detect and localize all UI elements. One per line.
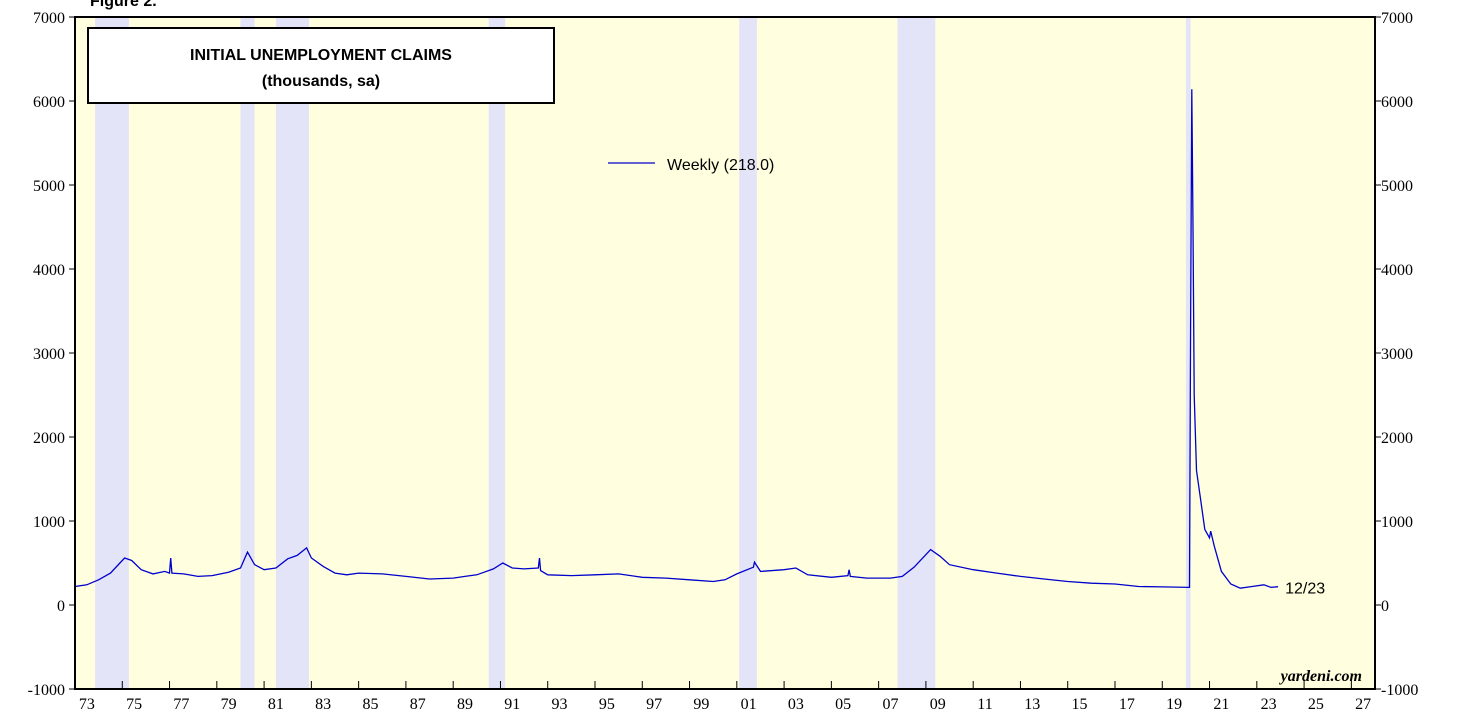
x-tick-label: 95 — [599, 696, 615, 713]
x-tick-label: 77 — [173, 696, 189, 713]
recession-band — [240, 17, 255, 689]
x-tick-label: 01 — [741, 696, 757, 713]
y2-tick-label: 7000 — [1381, 10, 1413, 27]
x-tick-label: 87 — [410, 696, 426, 713]
y2-tick-label: 2000 — [1381, 430, 1413, 447]
x-tick-label: 25 — [1308, 696, 1324, 713]
x-tick-label: 15 — [1072, 696, 1088, 713]
y-tick-label: 4000 — [33, 262, 65, 279]
x-tick-label: 11 — [977, 696, 992, 713]
y2-tick-label: 4000 — [1381, 262, 1413, 279]
x-tick-label: 21 — [1213, 696, 1229, 713]
x-tick-label: 09 — [930, 696, 946, 713]
recession-band — [897, 17, 936, 689]
y2-tick-label: 5000 — [1381, 178, 1413, 195]
x-tick-label: 85 — [362, 696, 378, 713]
x-tick-label: 75 — [126, 696, 142, 713]
y-tick-label: -1000 — [28, 682, 65, 699]
x-tick-label: 83 — [315, 696, 331, 713]
y-tick-label: 1000 — [33, 514, 65, 531]
chart-subtitle: (thousands, sa) — [262, 73, 380, 90]
y2-tick-label: 3000 — [1381, 346, 1413, 363]
y-tick-label: 6000 — [33, 94, 65, 111]
x-tick-label: 81 — [268, 696, 284, 713]
recession-band — [1185, 17, 1191, 689]
chart-title: INITIAL UNEMPLOYMENT CLAIMS — [190, 47, 452, 64]
x-tick-label: 13 — [1024, 696, 1040, 713]
source: yardeni.com — [1279, 668, 1362, 685]
x-tick-label: 27 — [1355, 696, 1371, 713]
x-tick-label: 91 — [504, 696, 520, 713]
plot-background — [75, 17, 1375, 689]
title-box — [87, 27, 555, 104]
x-tick-label: 79 — [221, 696, 237, 713]
y2-tick-label: 6000 — [1381, 94, 1413, 111]
y-tick-label: 0 — [57, 598, 65, 615]
x-tick-label: 17 — [1119, 696, 1135, 713]
x-tick-label: 99 — [693, 696, 709, 713]
y-tick-label: 2000 — [33, 430, 65, 447]
y-tick-label: 5000 — [33, 178, 65, 195]
recession-band — [488, 17, 506, 689]
recession-band — [95, 17, 129, 689]
end-label: 12/23 — [1285, 581, 1325, 598]
x-tick-label: 23 — [1261, 696, 1277, 713]
x-tick-label: 19 — [1166, 696, 1182, 713]
x-tick-label: 03 — [788, 696, 804, 713]
series-line — [74, 89, 1279, 589]
y-tick-label: 7000 — [33, 10, 65, 27]
x-tick-label: 05 — [835, 696, 851, 713]
x-tick-label: 07 — [882, 696, 898, 713]
x-tick-label: 89 — [457, 696, 473, 713]
x-tick-label: 93 — [552, 696, 568, 713]
x-tick-label: 73 — [79, 696, 95, 713]
recession-band — [739, 17, 757, 689]
recession-band — [275, 17, 309, 689]
y2-tick-label: 1000 — [1381, 514, 1413, 531]
legend-label: Weekly (218.0) — [667, 157, 774, 174]
plot-frame — [74, 16, 1376, 690]
y2-tick-label: 0 — [1381, 598, 1389, 615]
x-tick-label: 97 — [646, 696, 662, 713]
y2-tick-label: -1000 — [1381, 682, 1418, 699]
figure-label: Figure 2. — [90, 0, 157, 10]
y-tick-label: 3000 — [33, 346, 65, 363]
